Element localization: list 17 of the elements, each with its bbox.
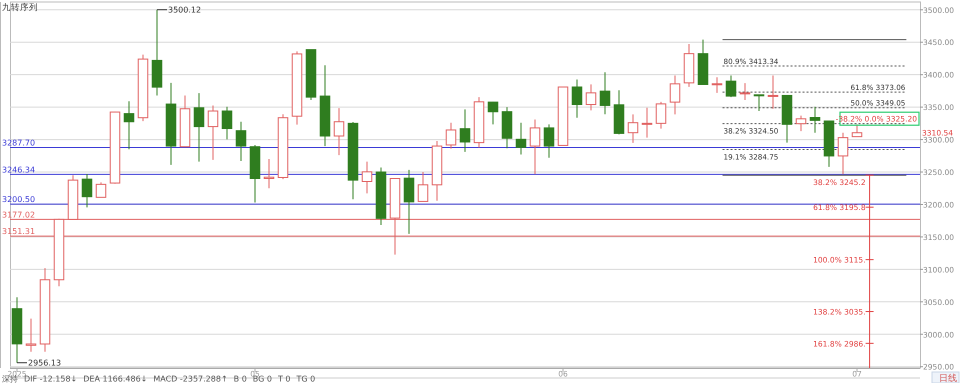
text: TG 0 (296, 374, 316, 383)
text: DEA 1166.486↓ (83, 374, 148, 383)
text: 深持 (2, 374, 18, 383)
text: B 0 (234, 374, 247, 383)
annotation: 2956.13 (28, 358, 62, 368)
ref-line-label: 3177.02 (2, 210, 36, 220)
ref-line-label: 3151.31 (2, 227, 36, 236)
annotation: 3500.12 (168, 6, 202, 15)
ref-line-label: 3287.70 (2, 138, 36, 148)
text: BG 0 (252, 374, 272, 383)
text: DIF -12.158↓ (24, 374, 78, 383)
chart-title: 九转序列 (2, 2, 38, 13)
text: MACD -2357.288↑ (153, 374, 228, 383)
text: 日线 (939, 373, 957, 383)
text: T 0 (276, 374, 290, 383)
ref-line-label: 3200.50 (2, 195, 36, 204)
ref-line-label: 3246.34 (2, 165, 36, 174)
